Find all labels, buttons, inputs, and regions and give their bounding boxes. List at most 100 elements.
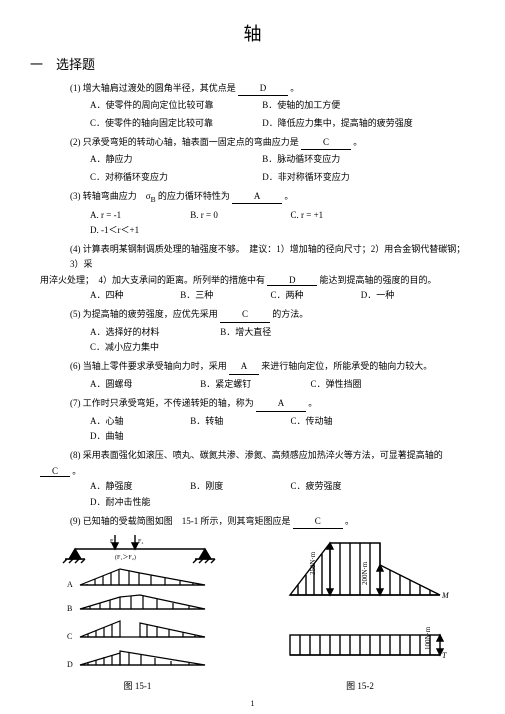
svg-text:F₁: F₁ (110, 539, 115, 545)
q5-answer: C (220, 307, 270, 322)
q2-optB: B．脉动循环变应力 (262, 152, 432, 167)
svg-text:T: T (442, 651, 447, 660)
q4-num: (4) (70, 244, 81, 254)
svg-text:M: M (441, 591, 450, 600)
svg-text:100N·m: 100N·m (424, 627, 432, 651)
q4-tail: 能达到提高轴的强度的目的。 (320, 275, 437, 285)
svg-text:B: B (67, 604, 72, 613)
section-heading: 一 选择题 (30, 54, 475, 73)
q2-optD: D．非对称循环变应力 (262, 170, 432, 185)
q7-optC: C．传动轴 (291, 414, 371, 429)
q4-line2-text: 用淬火处理； 4）加大支承间的距离。所列举的措施中有 (40, 275, 265, 285)
svg-text:D: D (67, 660, 73, 669)
figure-15-1-caption: 图 15-1 (55, 679, 220, 692)
q2-optA: A．静应力 (90, 152, 260, 167)
q7-optB: B．转轴 (190, 414, 270, 429)
q8-num: (8) (70, 450, 81, 460)
q7-num: (7) (70, 398, 81, 408)
page-number: 1 (0, 699, 505, 708)
q6-optB: B．紧定螺钉 (200, 377, 290, 392)
svg-text:350N·m: 350N·m (309, 552, 317, 576)
q8-answer: C (40, 466, 70, 477)
q2-opts-row1: A．静应力 B．脉动循环变应力 (90, 152, 475, 167)
q4-line1: 计算表明某钢制调质处理的轴强度不够。 建议：1）增加轴的径向尺寸；2）用合金钢代… (70, 244, 470, 268)
q2-opts-row2: C．对称循环变应力 D．非对称循环变应力 (90, 170, 475, 185)
question-1: (1) 增大轴肩过渡处的圆角半径，其优点是 D 。 (70, 81, 475, 96)
figure-row: F₁ F₂ (F₁＞F₂) A B (30, 535, 475, 692)
q4-optD: D．一种 (361, 288, 431, 303)
q8-tail: 。 (72, 466, 81, 476)
q7-tail: 。 (308, 398, 317, 408)
q8-optB: B．刚度 (190, 479, 270, 494)
q7-optA: A．心轴 (90, 414, 170, 429)
q3-optC: C. r = +1 (291, 208, 371, 223)
q7-answer: A (256, 396, 306, 411)
q1-text: 增大轴肩过渡处的圆角半径，其优点是 (83, 83, 236, 93)
question-2: (2) 只承受弯矩的转动心轴，轴表面一固定点的弯曲应力是 C 。 (70, 135, 475, 150)
q9-answer: C (293, 514, 343, 529)
q1-num: (1) (70, 83, 81, 93)
q9-num: (9) (70, 516, 81, 526)
figure-15-2-caption: 图 15-2 (270, 679, 450, 692)
q1-answer: D (238, 81, 288, 96)
q2-text: 只承受弯矩的转动心轴，轴表面一固定点的弯曲应力是 (83, 137, 299, 147)
q7-optD: D．曲轴 (90, 429, 170, 444)
question-9: (9) 已知轴的受载简图如图 15-1 所示，则其弯矩图应是 C 。 (70, 514, 475, 529)
svg-text:A: A (67, 580, 73, 589)
q8-text: 采用表面强化如滚压、喷丸、碳氮共渗、渗氮、高频感应加热淬火等方法，可显著提高轴的 (83, 450, 443, 460)
q5-optB: B．增大直径 (220, 325, 330, 340)
q4-line2: 用淬火处理； 4）加大支承间的距离。所列举的措施中有 D 能达到提高轴的强度的目… (40, 273, 475, 286)
q1-optC: C．使零件的轴向固定比较可靠 (90, 116, 260, 131)
svg-text:(F₁＞F₂): (F₁＞F₂) (115, 554, 136, 561)
q3-optD: D. -1＜r＜+1 (90, 223, 170, 238)
q3-sub: B (151, 195, 156, 204)
q4-optC: C．两种 (271, 288, 341, 303)
q8-optC: C．疲劳强度 (291, 479, 371, 494)
q3-optB: B. r = 0 (190, 208, 270, 223)
q1-tail: 。 (290, 83, 299, 93)
q3-tail: 。 (284, 191, 293, 201)
question-6: (6) 当轴上零件要求承受轴向力时，采用 A 来进行轴向定位，所能承受的轴向力较… (70, 359, 475, 374)
q6-opts: A．圆螺母 B．紧定螺钉 C．弹性挡圈 (90, 377, 475, 392)
svg-text:F₂: F₂ (138, 539, 143, 545)
q4-opts: A．四种 B．三种 C．两种 D．一种 (90, 288, 475, 303)
q4-optA: A．四种 (90, 288, 160, 303)
q4-optB: B．三种 (180, 288, 250, 303)
q2-answer: C (301, 135, 351, 150)
q7-text: 工作时只承受弯矩，不传递转矩的轴，称为 (83, 398, 254, 408)
figure-15-2-svg: 350N·m 200N·m M 100N·m T (270, 535, 450, 675)
q6-text: 当轴上零件要求承受轴向力时，采用 (83, 361, 227, 371)
q7-opts: A．心轴 B．转轴 C．传动轴 D．曲轴 (90, 414, 475, 445)
q8-optD: D．耐冲击性能 (90, 495, 170, 510)
q5-opts: A．选择好的材料 B．增大直径 C．减小应力集中 (90, 325, 475, 356)
q3-answer: A (232, 189, 282, 204)
q8-line2: C 。 (40, 464, 475, 477)
q6-tail: 来进行轴向定位，所能承受的轴向力较大。 (261, 361, 432, 371)
q1-optD: D．降低应力集中，提高轴的疲劳强度 (262, 116, 432, 131)
q1-optB: B．使轴的加工方便 (262, 98, 432, 113)
q5-optA: A．选择好的材料 (90, 325, 200, 340)
q4-answer: D (267, 275, 317, 286)
q8-optA: A．静强度 (90, 479, 170, 494)
question-5: (5) 为提高轴的疲劳强度，应优先采用 C 的方法。 (70, 307, 475, 322)
svg-text:C: C (67, 632, 72, 641)
q5-num: (5) (70, 309, 81, 319)
q6-optC: C．弹性挡圈 (311, 377, 401, 392)
q3-text2: 的应力循环特性为 (158, 191, 230, 201)
q5-text: 为提高轴的疲劳强度，应优先采用 (83, 309, 218, 319)
figure-15-1: F₁ F₂ (F₁＞F₂) A B (55, 535, 220, 692)
q5-tail: 的方法。 (272, 309, 308, 319)
q2-tail: 。 (353, 137, 362, 147)
q3-opts: A. r = -1 B. r = 0 C. r = +1 D. -1＜r＜+1 (90, 208, 475, 239)
question-7: (7) 工作时只承受弯矩，不传递转矩的轴，称为 A 。 (70, 396, 475, 411)
q6-num: (6) (70, 361, 81, 371)
q1-optA: A．使零件的周向定位比较可靠 (90, 98, 260, 113)
q3-num: (3) (70, 191, 81, 201)
q6-optA: A．圆螺母 (90, 377, 180, 392)
q9-text: 已知轴的受载简图如图 15-1 所示，则其弯矩图应是 (83, 516, 291, 526)
q3-text: 转轴弯曲应力 σ (83, 191, 151, 201)
q2-num: (2) (70, 137, 81, 147)
q5-optC: C．减小应力集中 (90, 340, 200, 355)
figure-15-1-svg: F₁ F₂ (F₁＞F₂) A B (55, 535, 220, 675)
q6-answer: A (229, 359, 259, 374)
